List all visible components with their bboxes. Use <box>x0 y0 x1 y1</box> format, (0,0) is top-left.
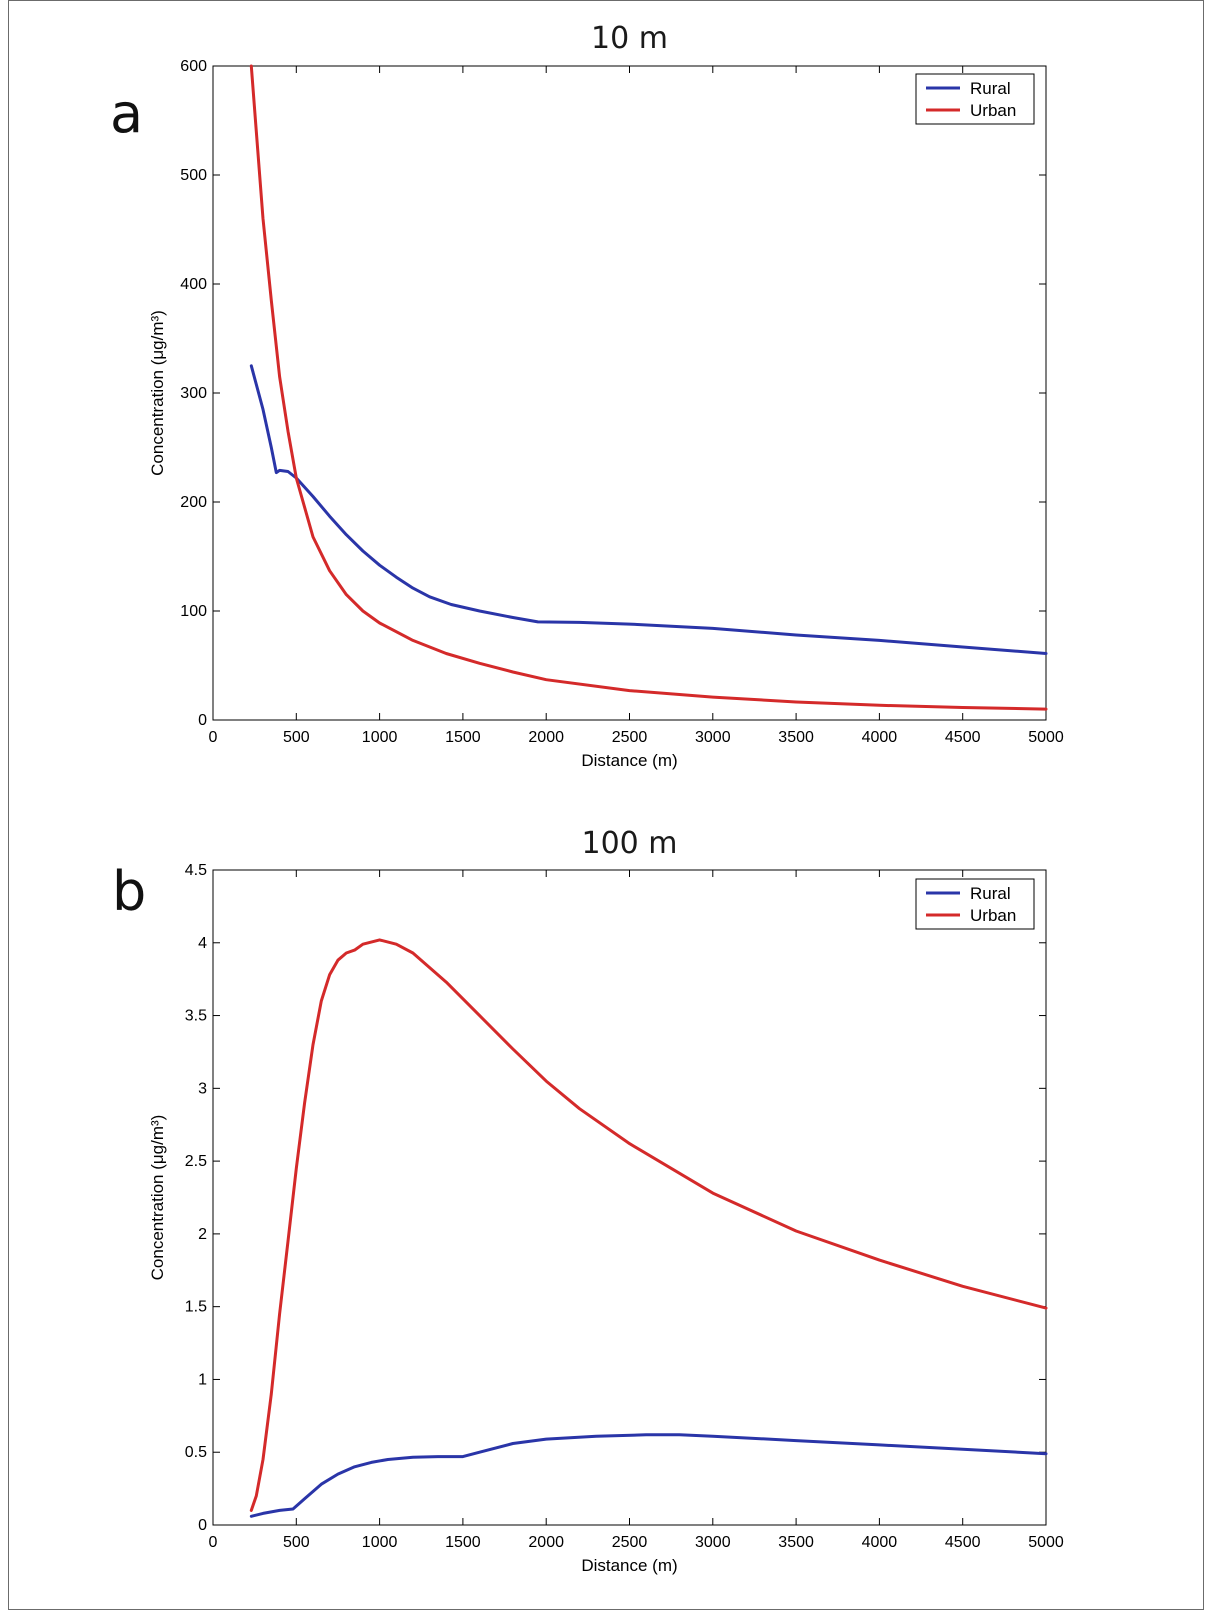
chart-b-xtick-label: 3000 <box>695 1534 731 1551</box>
chart-b-legend-label-rural: Rural <box>970 884 1011 903</box>
chart-b-xtick-label: 4000 <box>862 1534 898 1551</box>
chart-a-ytick-label: 400 <box>180 276 207 293</box>
chart-b-xtick-label: 500 <box>283 1534 310 1551</box>
chart-b-ytick-label: 1 <box>198 1371 207 1388</box>
chart-b-legend-label-urban: Urban <box>970 906 1016 925</box>
chart-a-xtick-label: 1000 <box>362 729 398 746</box>
chart-panel-b: b 100 m 0 500 1000 1500 2000 2500 3000 3500 4000 4… <box>112 826 1064 1575</box>
chart-b-series-rural-line <box>249 1433 1048 1518</box>
chart-a-xtick-label: 2000 <box>528 729 564 746</box>
chart-a-xtick-label: 4500 <box>945 729 981 746</box>
chart-b-xtick-label: 3500 <box>778 1534 814 1551</box>
chart-b-title: 100 m <box>581 826 677 861</box>
chart-a-plot-frame <box>212 65 1047 721</box>
chart-b-series-urban-line <box>249 938 1048 1512</box>
panel-letter-a: a <box>110 82 143 145</box>
chart-b-xlabel: Distance (m) <box>581 1556 677 1575</box>
chart-a-ytick-label: 300 <box>180 385 207 402</box>
chart-a-legend-label-rural: Rural <box>970 79 1011 98</box>
chart-a-xtick-label: 5000 <box>1028 729 1064 746</box>
chart-a-xtick-label: 3500 <box>778 729 814 746</box>
chart-b-ytick-label: 2 <box>198 1226 207 1243</box>
chart-b-xtick-label: 2500 <box>612 1534 648 1551</box>
chart-a-ytick-label: 200 <box>180 494 207 511</box>
chart-a-ylabel: Concentration (μg/m³) <box>148 310 167 476</box>
chart-a-ytick-label: 0 <box>198 712 207 729</box>
chart-a-xtick-label: 1500 <box>445 729 481 746</box>
chart-b-ytick-label: 4.5 <box>185 862 207 879</box>
chart-b-ytick-label: 4 <box>198 935 207 952</box>
chart-a-title: 10 m <box>591 21 668 56</box>
chart-b-ytick-label: 3.5 <box>185 1008 207 1025</box>
chart-b-xtick-label: 1500 <box>445 1534 481 1551</box>
chart-a-xlabel: Distance (m) <box>581 751 677 770</box>
chart-a-legend-box <box>915 73 1035 125</box>
chart-b-ytick-label: 0.5 <box>185 1444 207 1461</box>
chart-a-xtick-label: 4000 <box>862 729 898 746</box>
chart-b-ytick-label: 2.5 <box>185 1153 207 1170</box>
chart-b-xtick-label: 4500 <box>945 1534 981 1551</box>
chart-b-ytick-label: 3 <box>198 1080 207 1097</box>
chart-a-ytick-label: 500 <box>180 167 207 184</box>
chart-a-series-urban-line <box>249 64 1048 711</box>
chart-b-ytick-label: 1.5 <box>185 1299 207 1316</box>
figure-frame <box>8 0 1204 1610</box>
chart-a-xtick-label: 3000 <box>695 729 731 746</box>
chart-b-xtick-label: 2000 <box>528 1534 564 1551</box>
chart-b-xtick-label: 0 <box>209 1534 218 1551</box>
chart-a-xtick-label: 0 <box>209 729 218 746</box>
panel-letter-b: b <box>112 860 146 923</box>
chart-a-legend-label-urban: Urban <box>970 101 1016 120</box>
chart-b-xtick-label: 1000 <box>362 1534 398 1551</box>
chart-a-ytick-label: 100 <box>180 603 207 620</box>
chart-b-legend-box <box>915 878 1035 930</box>
chart-a-series-rural-line <box>249 364 1048 655</box>
chart-panel-a: a 10 m0 500 1000 1500 2000 2500 3000 3500 4000 45… <box>110 21 1064 770</box>
chart-a-xtick-label: 500 <box>283 729 310 746</box>
chart-b-xtick-label: 5000 <box>1028 1534 1064 1551</box>
chart-a-xtick-label: 2500 <box>612 729 648 746</box>
chart-a-ytick-label: 600 <box>180 58 207 75</box>
chart-b-plot-frame <box>212 869 1047 1526</box>
chart-b-ylabel: Concentration (μg/m³) <box>148 1115 167 1281</box>
chart-b-ytick-label: 0 <box>198 1517 207 1534</box>
